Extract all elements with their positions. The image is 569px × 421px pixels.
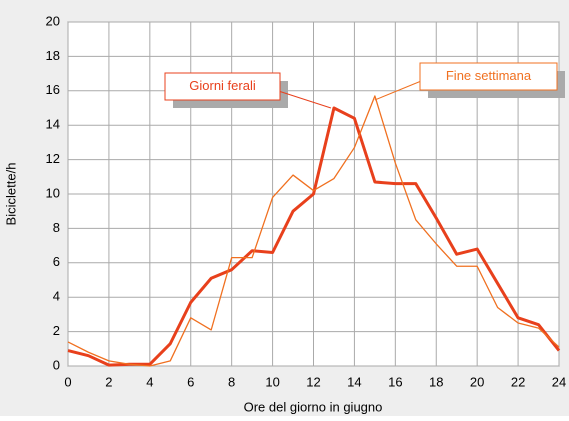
x-tick-label: 0 bbox=[64, 374, 71, 389]
legend-pointer bbox=[279, 91, 332, 109]
y-axis-label: Biciclette/h bbox=[3, 163, 18, 226]
x-tick-label: 4 bbox=[146, 374, 153, 389]
x-tick-label: 2 bbox=[105, 374, 112, 389]
legend-box bbox=[419, 62, 558, 91]
x-tick-label: 24 bbox=[552, 374, 566, 389]
x-tick-label: 12 bbox=[306, 374, 320, 389]
y-tick-label: 16 bbox=[46, 82, 60, 97]
y-tick-label: 0 bbox=[53, 357, 60, 372]
y-tick-label: 4 bbox=[53, 289, 60, 304]
y-tick-label: 10 bbox=[46, 185, 60, 200]
y-tick-label: 20 bbox=[46, 13, 60, 28]
legend-pointer bbox=[374, 81, 421, 101]
legend-box bbox=[164, 72, 281, 101]
y-tick-label: 6 bbox=[53, 254, 60, 269]
y-tick-label: 18 bbox=[46, 48, 60, 63]
x-tick-label: 6 bbox=[187, 374, 194, 389]
legend-label: Giorni ferali bbox=[189, 78, 256, 93]
data-line bbox=[67, 95, 560, 367]
x-tick-label: 16 bbox=[388, 374, 402, 389]
y-tick-label: 2 bbox=[53, 323, 60, 338]
x-tick-label: 8 bbox=[228, 374, 235, 389]
x-tick-label: 10 bbox=[265, 374, 279, 389]
x-tick-label: 20 bbox=[470, 374, 484, 389]
x-axis-label: Ore del giorno in giugno bbox=[244, 399, 383, 414]
y-tick-label: 14 bbox=[46, 117, 60, 132]
x-tick-label: 14 bbox=[347, 374, 361, 389]
x-tick-label: 18 bbox=[429, 374, 443, 389]
data-line bbox=[67, 106, 561, 367]
legend-label: Fine settimana bbox=[446, 68, 532, 83]
y-tick-label: 12 bbox=[46, 151, 60, 166]
y-tick-label: 8 bbox=[53, 220, 60, 235]
x-tick-label: 22 bbox=[511, 374, 525, 389]
